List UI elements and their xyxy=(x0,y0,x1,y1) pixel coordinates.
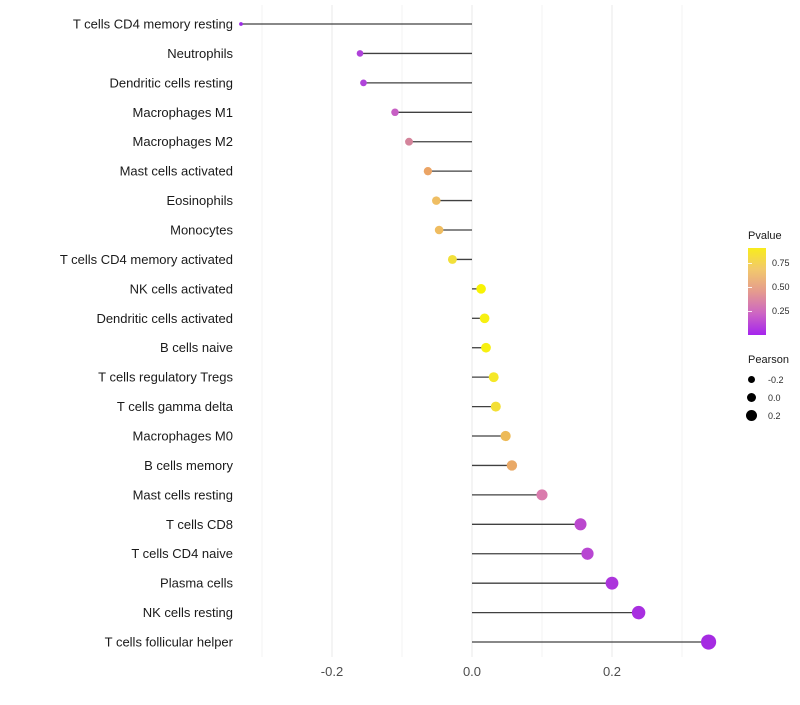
lollipop-dot xyxy=(239,22,243,26)
x-axis-tick-label: 0.2 xyxy=(603,664,621,679)
y-axis-label: T cells follicular helper xyxy=(105,635,234,650)
lollipop-dot xyxy=(490,401,501,412)
y-axis-label: Dendritic cells activated xyxy=(96,311,233,326)
pvalue-legend-title: Pvalue xyxy=(748,230,782,242)
pearson-size-label: 0.0 xyxy=(768,392,781,403)
lollipop-dot xyxy=(360,79,367,87)
y-axis-label: Plasma cells xyxy=(160,576,233,591)
pearson-dot-cell xyxy=(747,376,762,383)
y-axis-label: T cells regulatory Tregs xyxy=(98,370,233,385)
lollipop-dot xyxy=(631,605,646,620)
pearson-size-dot-icon xyxy=(746,393,756,402)
lollipop-dot xyxy=(432,196,441,205)
lollipop-dot xyxy=(479,313,490,324)
lollipop-dot xyxy=(701,634,717,650)
lollipop-dot xyxy=(488,372,499,383)
pvalue-legend: Pvalue 0.75 0.50 0.25 xyxy=(748,230,790,335)
y-axis-label: Neutrophils xyxy=(167,46,233,61)
x-axis-tick-label: 0.0 xyxy=(463,664,481,679)
y-axis-label: Monocytes xyxy=(170,223,233,238)
lollipop-dot xyxy=(434,225,444,235)
lollipop-dot xyxy=(536,489,548,501)
lollipop-dot xyxy=(506,460,518,471)
pearson-size-label: 0.2 xyxy=(768,410,781,421)
pearson-dot-cell xyxy=(746,393,762,402)
y-axis-label: B cells memory xyxy=(144,458,233,473)
lollipop-dot xyxy=(581,547,594,560)
pearson-legend-items: -0.2 0.0 0.2 xyxy=(745,372,789,423)
lollipop-dot xyxy=(405,137,413,146)
lollipop-dot xyxy=(605,576,619,590)
y-axis-label: NK cells resting xyxy=(143,605,233,620)
lollipop-dot xyxy=(476,284,486,294)
pvalue-colorbar: 0.75 0.50 0.25 xyxy=(748,248,790,335)
lollipop-dot xyxy=(356,50,364,57)
colorbar-tick xyxy=(748,311,752,313)
lollipop-dot xyxy=(447,254,457,264)
y-axis-label: Dendritic cells resting xyxy=(109,75,233,90)
y-axis-label: Macrophages M1 xyxy=(133,105,233,120)
y-axis-label: T cells CD8 xyxy=(166,517,233,532)
lollipop-dot xyxy=(423,166,433,176)
pearson-size-label: -0.2 xyxy=(768,374,784,385)
lollipop-dot xyxy=(391,108,399,117)
y-axis-label: T cells CD4 naive xyxy=(131,546,233,561)
pearson-size-dot-icon xyxy=(745,410,757,421)
colorbar-tick xyxy=(748,287,752,289)
pearson-legend-title: Pearson xyxy=(748,354,789,366)
colorbar-tick xyxy=(748,263,752,265)
colorbar-tick-label: 0.25 xyxy=(772,306,790,317)
y-axis-label: T cells gamma delta xyxy=(117,399,234,414)
y-axis-label: Macrophages M0 xyxy=(133,429,233,444)
y-axis-label: T cells CD4 memory resting xyxy=(73,17,233,32)
pearson-legend: Pearson -0.2 0.0 0.2 xyxy=(745,354,789,426)
y-axis-label: Eosinophils xyxy=(167,193,234,208)
y-axis-label: B cells naive xyxy=(160,340,233,355)
pearson-legend-item: -0.2 xyxy=(747,372,789,387)
y-axis-label: T cells CD4 memory activated xyxy=(60,252,233,267)
lollipop-dot xyxy=(500,430,511,442)
colorbar-tick-label: 0.50 xyxy=(772,282,790,293)
pearson-size-dot-icon xyxy=(747,376,755,383)
x-axis-tick-label: -0.2 xyxy=(321,664,343,679)
colorbar-tick-label: 0.75 xyxy=(772,258,790,269)
y-axis-label: NK cells activated xyxy=(130,281,233,296)
y-axis-label: Mast cells activated xyxy=(120,164,233,179)
pearson-legend-item: 0.0 xyxy=(746,390,789,405)
lollipop-dot xyxy=(574,518,587,531)
pearson-dot-cell xyxy=(745,410,762,421)
lollipop-dot xyxy=(481,342,491,353)
pearson-legend-item: 0.2 xyxy=(745,408,789,423)
y-axis-label: Macrophages M2 xyxy=(133,134,233,149)
y-axis-label: Mast cells resting xyxy=(133,487,233,502)
